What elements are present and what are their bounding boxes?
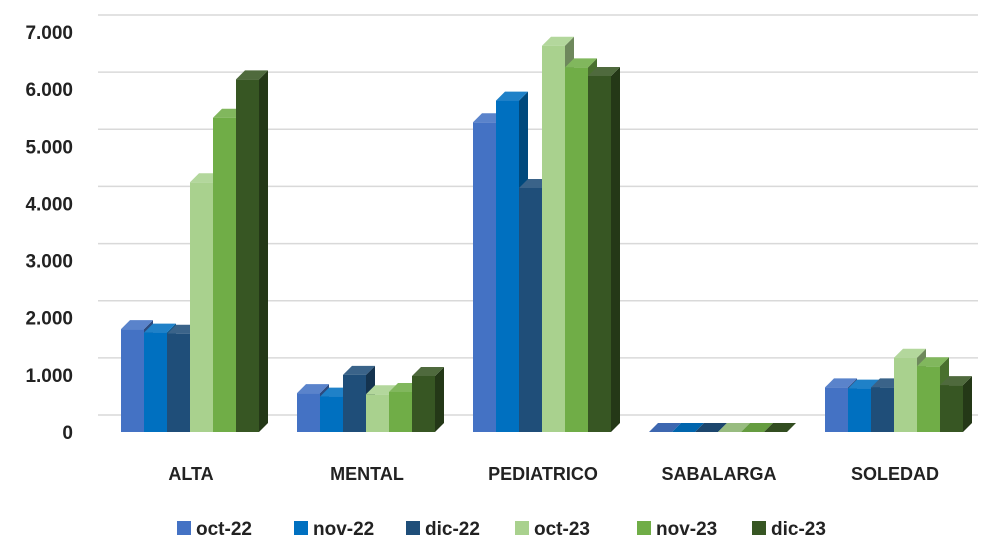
x-category-label: SABALARGA [662, 464, 777, 484]
legend-item-nov-23: nov-23 [637, 519, 717, 540]
y-tick-label: 4.000 [25, 194, 73, 215]
bar-side [963, 376, 972, 432]
legend-swatch [294, 521, 308, 535]
legend-label: oct-23 [534, 519, 590, 540]
x-category-label: ALTA [168, 464, 213, 484]
legend-swatch [515, 521, 529, 535]
bar-front [496, 100, 519, 433]
bar-top [565, 58, 597, 68]
bar-front [366, 394, 389, 432]
legend: oct-22 nov-22 dic-22 oct-23 nov-23 dic-23 [177, 519, 826, 540]
legend-item-dic-23: dic-23 [752, 519, 826, 540]
bar-front [236, 79, 259, 432]
bar-top [718, 423, 750, 432]
bar-top [741, 423, 773, 432]
bar-front [190, 182, 213, 432]
bar-front [121, 329, 144, 432]
legend-swatch [637, 521, 651, 535]
bar-alta-dic-23 [236, 70, 268, 432]
bar-front [343, 374, 366, 432]
bar-top [764, 423, 796, 432]
bar-side [611, 67, 620, 432]
bar-front [940, 385, 963, 432]
bar-front [917, 366, 940, 432]
bar-front [542, 45, 565, 432]
bar-top [412, 367, 444, 376]
bar-top [588, 67, 620, 76]
bar-soledad-dic-23 [940, 376, 972, 432]
bar-front [825, 387, 848, 432]
legend-item-dic-22: dic-22 [406, 519, 480, 540]
y-tick-label: 5.000 [25, 137, 73, 158]
bar-top [144, 323, 176, 333]
y-tick-label: 3.000 [25, 252, 73, 273]
bar-top [848, 379, 880, 389]
legend-item-oct-22: oct-22 [177, 519, 252, 540]
bar-front [320, 396, 343, 432]
bar-front [389, 392, 412, 432]
bar-front [297, 393, 320, 432]
legend-item-nov-22: nov-22 [294, 519, 374, 540]
bar-front [871, 387, 894, 432]
legend-swatch [752, 521, 766, 535]
bar-top [695, 423, 727, 432]
bar-top [542, 36, 574, 46]
bar-top [825, 378, 857, 388]
x-category-label: SOLEDAD [851, 464, 939, 484]
bar-top [343, 365, 375, 375]
legend-label: oct-22 [196, 519, 252, 540]
bar-top [496, 91, 528, 101]
bar-sabalarga-nov-23 [741, 423, 773, 432]
legend-swatch [406, 521, 420, 535]
bar-front [473, 122, 496, 433]
bar-top [297, 384, 329, 394]
bar-front [588, 76, 611, 432]
y-tick-label: 6.000 [25, 80, 73, 101]
x-category-label: MENTAL [330, 464, 404, 484]
bar-front [167, 333, 190, 432]
bar-side [259, 70, 268, 432]
y-tick-label: 0 [62, 423, 73, 444]
bar-top [940, 376, 972, 386]
legend-label: nov-22 [313, 519, 374, 540]
bar-front [144, 332, 167, 432]
x-axis: ALTA MENTAL PEDIATRICO SABALARGA SOLEDAD [168, 464, 939, 484]
y-tick-label: 1.000 [25, 366, 73, 387]
y-axis: 0 1.000 2.000 3.000 4.000 5.000 6.000 7.000 [25, 23, 73, 444]
bar-front [519, 188, 542, 432]
bar-mental-dic-23 [412, 367, 444, 432]
bar-side [435, 367, 444, 432]
bar-top [917, 357, 949, 367]
bar-pediatrico-dic-23 [588, 67, 620, 432]
bar-sabalarga-dic-22 [695, 423, 727, 432]
bar-sabalarga-dic-23 [764, 423, 796, 432]
bar-front [565, 67, 588, 432]
y-tick-label: 7.000 [25, 23, 73, 44]
legend-swatch [177, 521, 191, 535]
bar-sabalarga-nov-22 [672, 423, 704, 432]
x-category-label: PEDIATRICO [488, 464, 598, 484]
bar-front [213, 117, 236, 432]
bar-top [894, 348, 926, 358]
legend-item-oct-23: oct-23 [515, 519, 590, 540]
bar-front [894, 357, 917, 432]
bar-sabalarga-oct-23 [718, 423, 750, 432]
bar-top [236, 70, 268, 80]
bars [121, 36, 972, 433]
y-tick-label: 2.000 [25, 309, 73, 330]
legend-label: dic-23 [771, 519, 826, 540]
bar-top [649, 423, 681, 432]
legend-label: nov-23 [656, 519, 717, 540]
bar-top [672, 423, 704, 432]
bar-top [121, 320, 153, 330]
legend-label: dic-22 [425, 519, 480, 540]
bar-front [848, 388, 871, 432]
bar-front [412, 376, 435, 432]
bar-sabalarga-oct-22 [649, 423, 681, 432]
